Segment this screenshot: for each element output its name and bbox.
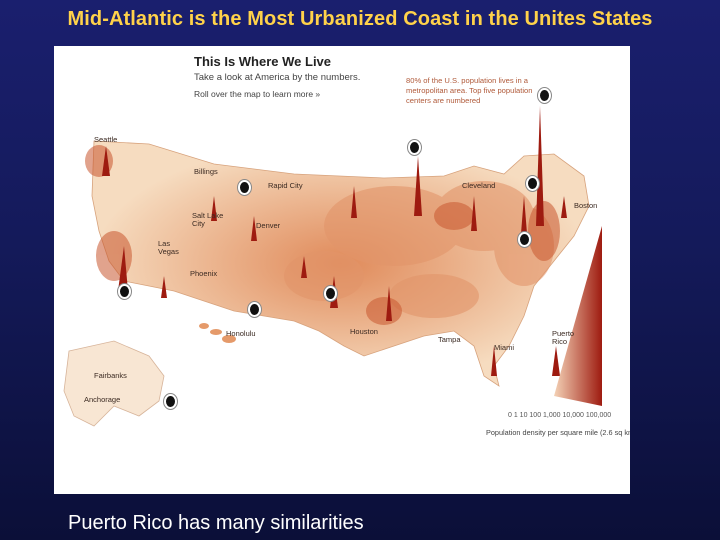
map-header: This Is Where We Live Take a look at Ame… — [194, 54, 394, 99]
slide-title: Mid-Atlantic is the Most Urbanized Coast… — [67, 8, 653, 30]
city-marker-9[interactable] — [164, 394, 177, 409]
legend-label: Population density per square mile (2.6 … — [486, 428, 630, 437]
map-subtitle: Take a look at America by the numbers. — [194, 72, 361, 83]
map-graphic — [63, 106, 602, 427]
city-marker-6[interactable] — [118, 284, 131, 299]
city-label-denver: Denver — [256, 221, 281, 230]
map-hint[interactable]: Roll over the map to learn more » — [194, 89, 321, 99]
city-marker-1[interactable] — [538, 88, 551, 103]
city-label-anchorage: Anchorage — [84, 395, 121, 404]
city-label-fairbanks: Fairbanks — [94, 371, 127, 380]
slide-caption: Puerto Rico has many similarities — [68, 512, 364, 534]
legend-wedge — [554, 226, 602, 406]
city-label-billings: Billings — [194, 167, 218, 176]
city-label-boston: Boston — [574, 201, 598, 210]
city-marker-4[interactable] — [526, 176, 539, 191]
city-marker-5[interactable] — [518, 232, 531, 247]
city-label-salt-lake-city: Salt Lake City — [192, 211, 224, 228]
population-map[interactable]: This Is Where We Live Take a look at Ame… — [54, 46, 630, 494]
city-label-puerto-rico: Puerto Rico — [552, 329, 575, 346]
city-label-las-vegas: Las Vegas — [158, 239, 179, 256]
city-label-houston: Houston — [350, 327, 378, 336]
city-label-seattle: Seattle — [94, 135, 118, 144]
city-label-tampa: Tampa — [438, 335, 461, 344]
map-title: This Is Where We Live — [194, 54, 332, 69]
city-label-miami: Miami — [494, 343, 514, 352]
city-marker-3[interactable] — [238, 180, 251, 195]
city-label-honolulu: Honolulu — [226, 329, 256, 338]
city-label-rapid-city: Rapid City — [268, 181, 303, 190]
city-marker-8[interactable] — [248, 302, 261, 317]
map-note: 80% of the U.S. population lives in a me… — [406, 76, 533, 105]
city-label-phoenix: Phoenix — [190, 269, 218, 278]
city-marker-7[interactable] — [324, 286, 337, 301]
city-label-cleveland: Cleveland — [462, 181, 496, 190]
legend-ticks: 0 1 10 100 1,000 10,000 100,000 — [508, 412, 612, 419]
city-marker-2[interactable] — [408, 140, 421, 155]
alaska-landmass — [63, 340, 165, 427]
